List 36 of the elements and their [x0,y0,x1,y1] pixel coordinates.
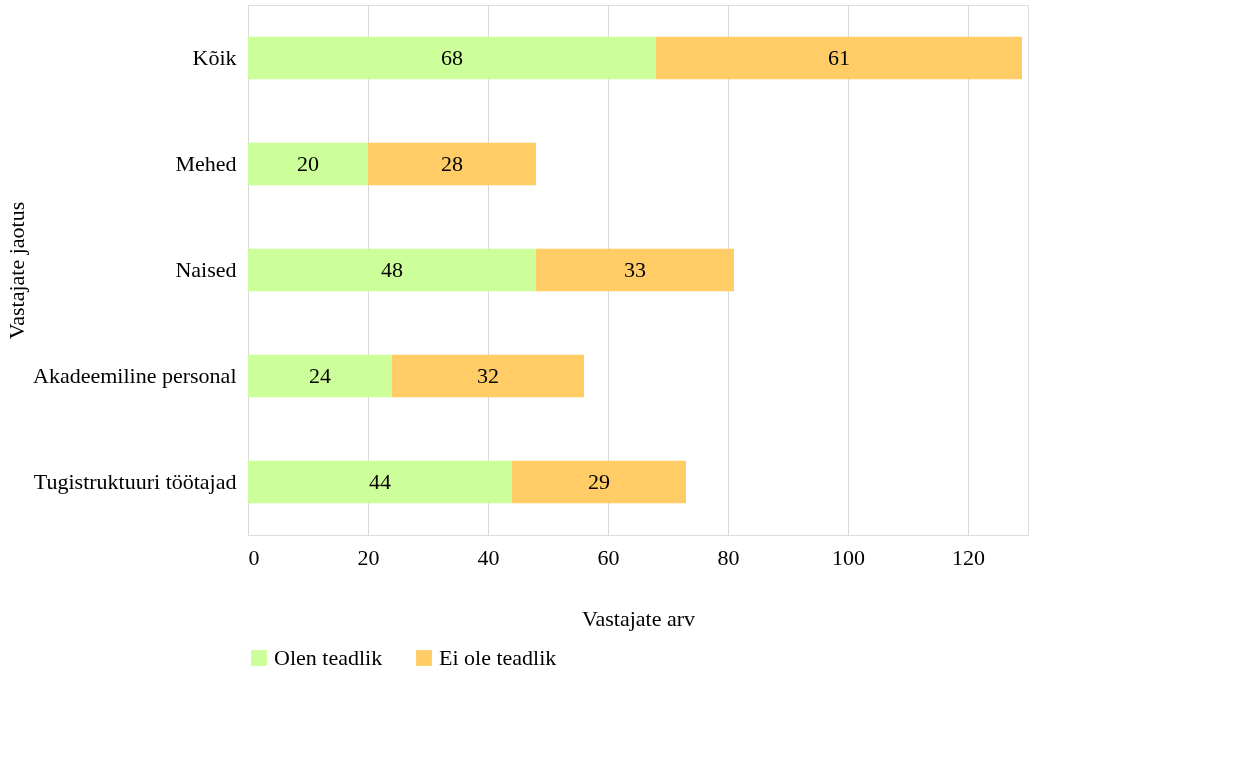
x-tick-label: 100 [832,544,865,570]
y-axis-title: Vastajate jaotus [3,201,29,340]
data-label: 61 [828,45,850,70]
data-label: 33 [624,257,646,282]
bar [248,460,512,504]
x-tick-label: 120 [952,544,985,570]
data-label: 68 [441,45,463,70]
x-axis-title: Vastajate arv [582,605,695,631]
y-tick-label: Mehed [175,151,237,176]
bar [248,142,368,186]
bar [536,248,734,292]
bar [368,142,536,186]
bar [248,354,392,398]
x-tick-label: 20 [357,544,380,570]
data-label: 20 [297,151,319,176]
y-tick-label: Kõik [192,45,237,70]
legend-label: Ei ole teadlik [439,645,557,670]
y-tick-label: Tugistruktuuri töötajad [33,469,237,494]
data-label: 24 [309,363,331,388]
x-tick-label: 80 [717,544,740,570]
legend-label: Olen teadlik [274,645,383,670]
data-label: 44 [369,469,391,494]
bar [248,36,656,80]
data-label: 29 [588,469,610,494]
bar [656,36,1022,80]
bar [392,354,584,398]
bar [248,248,536,292]
data-label: 32 [477,363,499,388]
x-tick-label: 60 [597,544,620,570]
data-label: 48 [381,257,403,282]
y-tick-label: Akadeemiline personal [33,363,237,388]
bar [512,460,686,504]
x-tick-label: 0 [248,544,260,570]
data-label: 28 [441,151,463,176]
y-tick-label: Naised [175,257,237,282]
x-tick-label: 40 [477,544,500,570]
